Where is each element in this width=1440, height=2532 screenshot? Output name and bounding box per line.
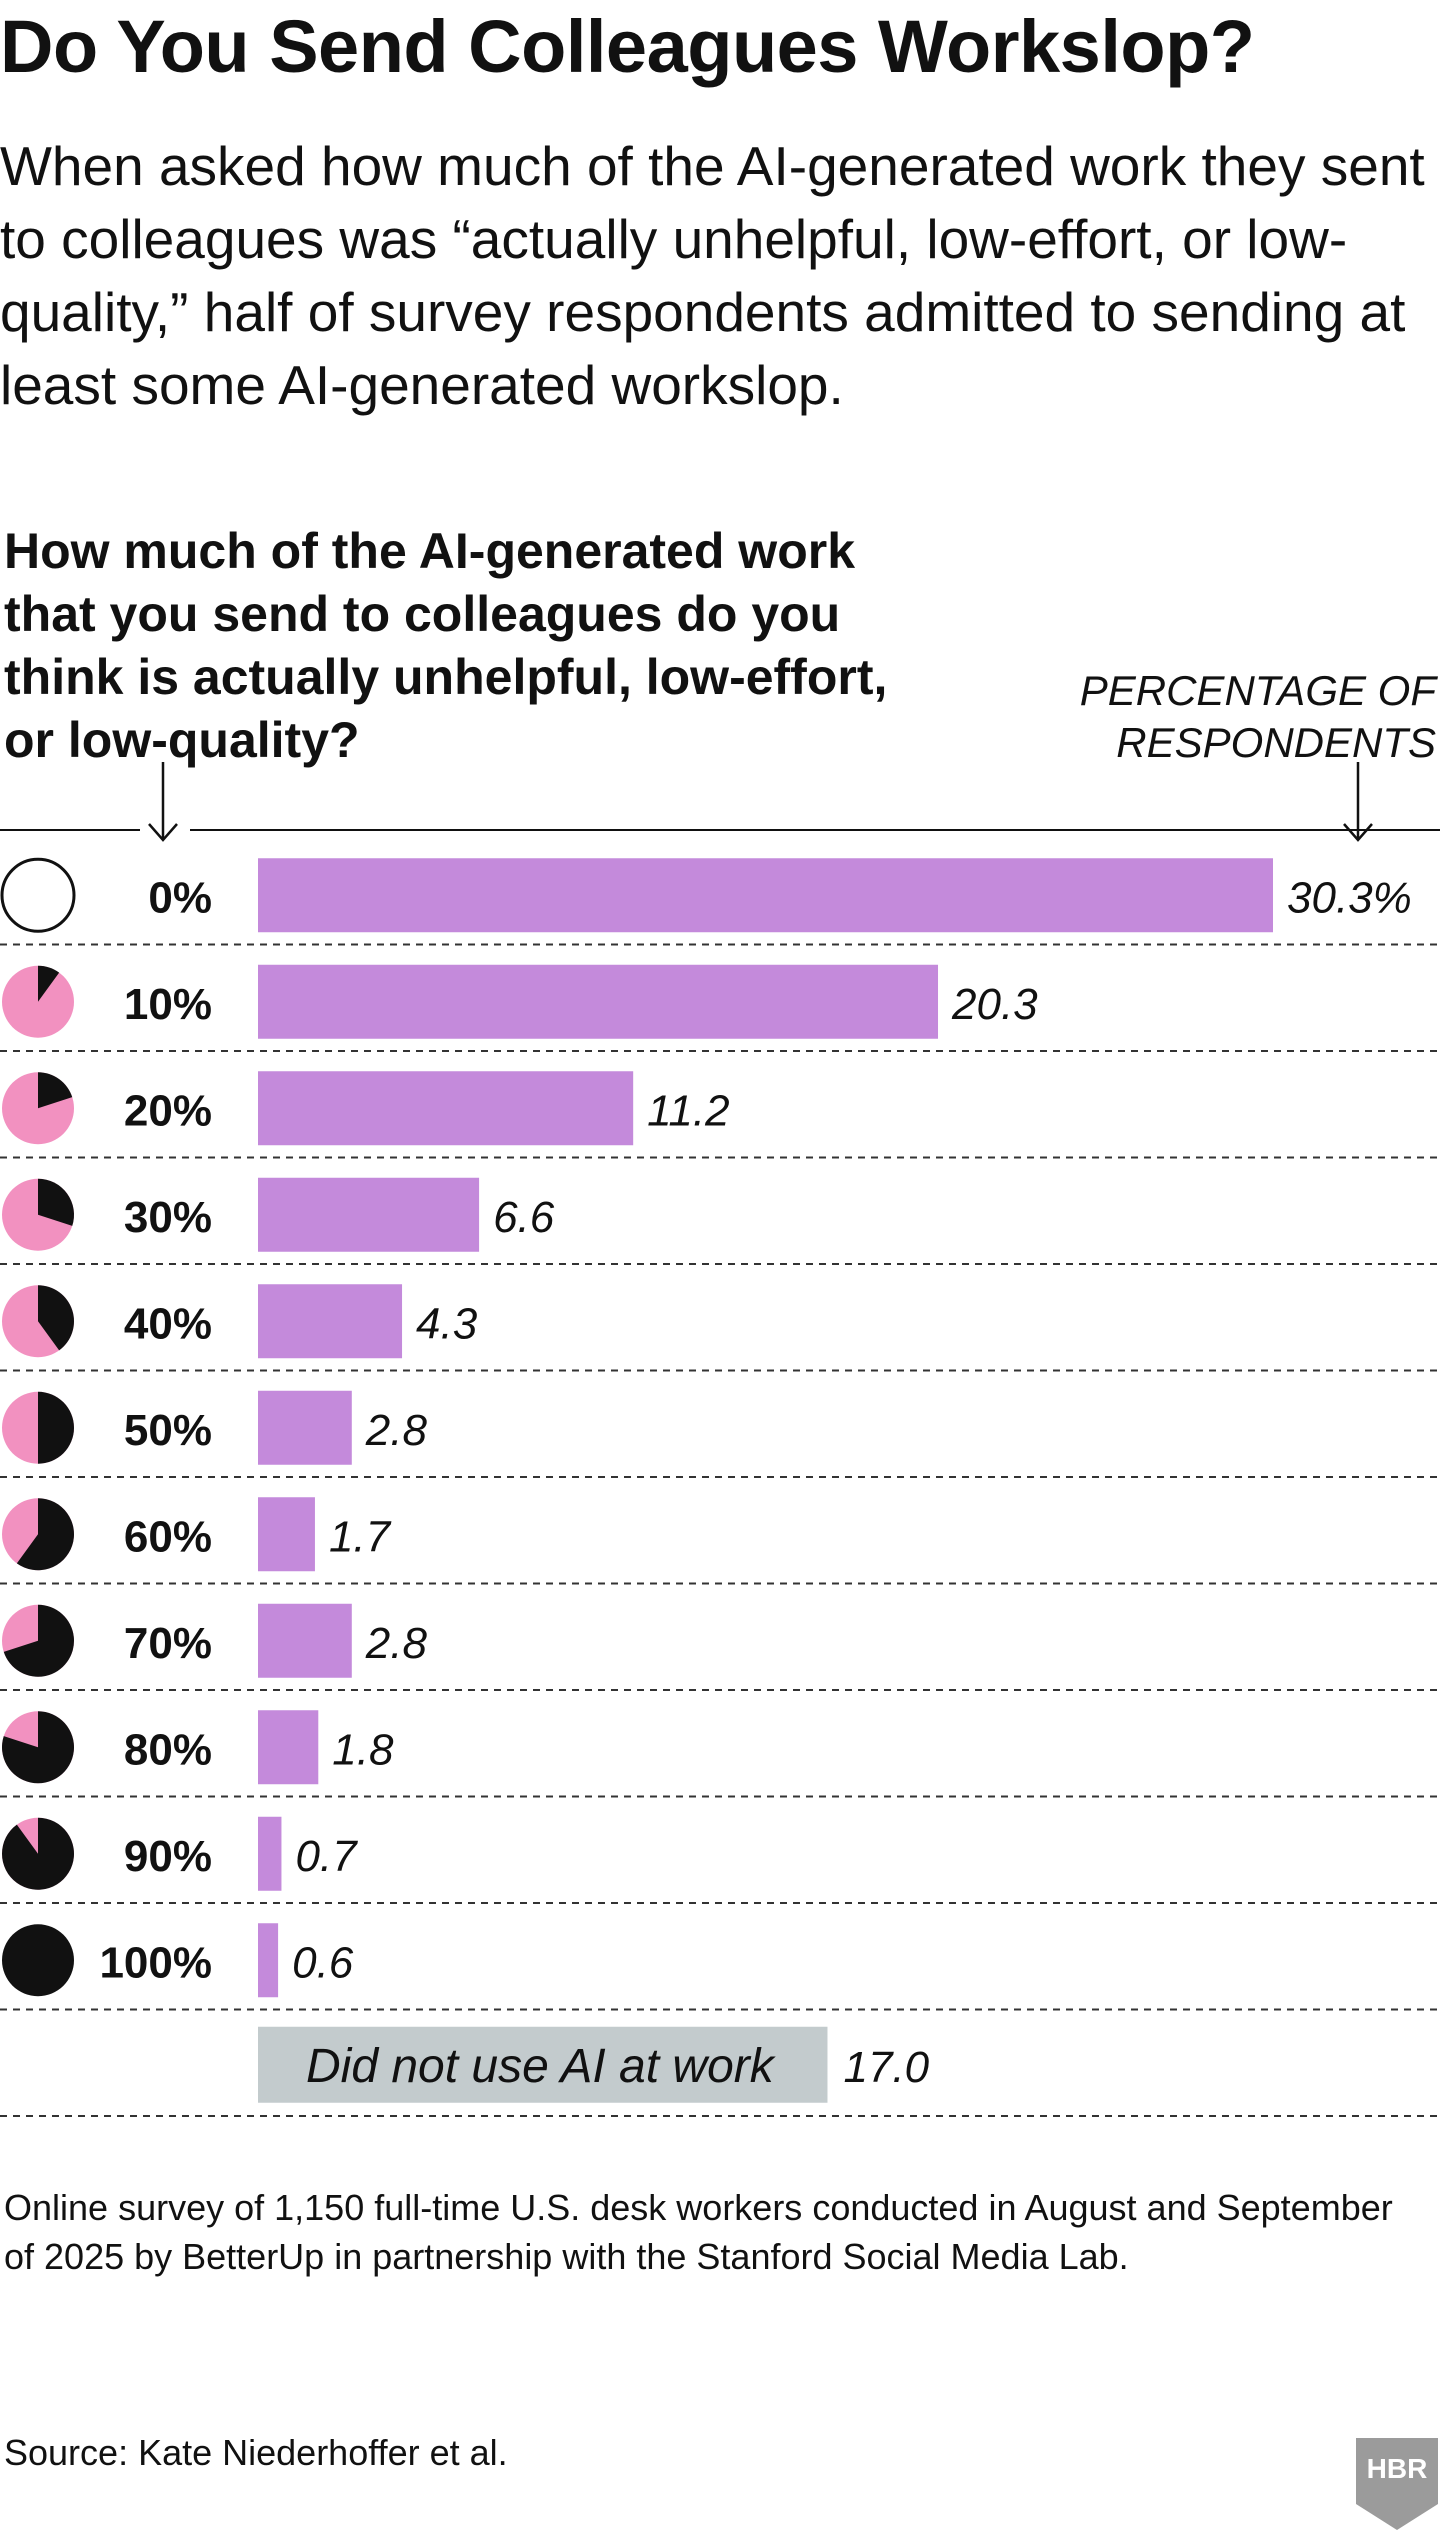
bar-row: 10% 20.3 xyxy=(0,964,1440,1052)
chart-rows: 0% 30.3% 10% 20.3 20% 11.2 30% 6.6 40% 4.3 50% 2.8 6… xyxy=(0,857,1440,1998)
pie-icon xyxy=(2,1391,74,1464)
hbr-logo-text: HBR xyxy=(1367,2453,1428,2484)
value-label: 20.3 xyxy=(951,980,1038,1029)
category-label: 100% xyxy=(99,1938,212,1987)
bar-row: 70% 2.8 xyxy=(0,1603,1440,1691)
pie-slice xyxy=(38,1072,73,1109)
category-label: 80% xyxy=(124,1725,212,1774)
category-label: 40% xyxy=(124,1299,212,1348)
value-label: 1.7 xyxy=(329,1512,392,1561)
extra-bar-label: Did not use AI at work xyxy=(306,2040,777,2093)
value-label: 2.8 xyxy=(365,1619,428,1668)
bar xyxy=(258,858,1273,933)
category-label: 60% xyxy=(124,1512,212,1561)
category-label: 30% xyxy=(124,1193,212,1242)
pie-slice xyxy=(38,1178,74,1226)
pie-icon xyxy=(1,1817,74,1890)
extra-bar xyxy=(258,2026,828,2103)
bar xyxy=(258,1177,480,1252)
category-label: 50% xyxy=(124,1406,212,1455)
pie-icon xyxy=(2,1072,74,1145)
pie-icon xyxy=(2,1498,74,1571)
pie-icon xyxy=(2,1604,74,1677)
pie-icon xyxy=(0,857,76,933)
bar xyxy=(258,1710,319,1785)
pie-icon xyxy=(2,1178,74,1251)
source-line: Source: Kate Niederhoffer et al. xyxy=(4,2432,508,2473)
bar xyxy=(258,1923,279,1998)
bar-chart: 0% 30.3% 10% 20.3 20% 11.2 30% 6.6 40% 4.3 50% 2.8 6… xyxy=(0,762,1440,2117)
pie-slice xyxy=(38,1285,75,1351)
value-label: 30.3% xyxy=(1287,873,1412,922)
value-label: 0.6 xyxy=(292,1938,354,1987)
pie-slice xyxy=(3,1604,74,1677)
category-label: 70% xyxy=(124,1619,212,1668)
hbr-logo: HBR xyxy=(1356,2438,1438,2530)
bar-row: 60% 1.7 xyxy=(0,1497,1440,1585)
pie-slice xyxy=(1,1817,74,1890)
pie-slice xyxy=(1,1711,74,1784)
pie-slice xyxy=(38,1391,74,1464)
category-label: 10% xyxy=(124,980,212,1029)
survey-question: How much of the AI-generated work that y… xyxy=(4,523,888,768)
bar-row: 100% 0.6 xyxy=(2,1923,354,1998)
unit-label: PERCENTAGE OF RESPONDENTS xyxy=(1080,665,1436,769)
bar-row: 40% 4.3 xyxy=(0,1284,1440,1372)
pie-empty xyxy=(0,857,76,933)
bar xyxy=(258,1497,315,1572)
down-arrow-icon xyxy=(148,762,178,842)
methodology-note: Online survey of 1,150 full-time U.S. de… xyxy=(4,2187,1393,2277)
bar xyxy=(258,1603,352,1678)
bar-row: 80% 1.8 xyxy=(0,1710,1440,1798)
bar xyxy=(258,1071,634,1146)
unit-label-line2: RESPONDENTS xyxy=(1116,719,1436,766)
bar-row: 20% 11.2 xyxy=(0,1071,1440,1159)
pie-icon xyxy=(2,965,74,1038)
value-label: 6.6 xyxy=(493,1193,555,1242)
unit-label-line1: PERCENTAGE OF xyxy=(1079,667,1436,714)
pie-icon xyxy=(2,1285,75,1358)
value-label: 2.8 xyxy=(365,1406,428,1455)
value-label: 11.2 xyxy=(647,1086,729,1135)
pie-slice xyxy=(38,965,60,1002)
did-not-use-ai-row: Did not use AI at work 17.0 xyxy=(0,2008,1440,2117)
value-label: 0.7 xyxy=(295,1832,358,1881)
bar xyxy=(258,1390,352,1465)
bar xyxy=(258,964,939,1039)
pie-icon xyxy=(1,1711,74,1784)
value-label: 1.8 xyxy=(332,1725,394,1774)
pie-icon xyxy=(2,1924,74,1997)
pie-full xyxy=(2,1924,74,1997)
pie-slice xyxy=(16,1498,74,1571)
chart-header-rules xyxy=(0,762,1440,842)
value-label: 17.0 xyxy=(843,2043,929,2092)
category-label: 0% xyxy=(148,873,212,922)
bar-row: 90% 0.7 xyxy=(0,1816,1440,1904)
down-arrow-icon xyxy=(1343,762,1373,842)
value-label: 4.3 xyxy=(416,1299,478,1348)
headline: Do You Send Colleagues Workslop? xyxy=(0,5,1255,88)
category-label: 20% xyxy=(124,1086,212,1135)
bar-row: 50% 2.8 xyxy=(0,1390,1440,1478)
bar-row: 0% 30.3% xyxy=(0,857,1440,946)
dek: When asked how much of the AI-generated … xyxy=(0,135,1425,416)
category-label: 90% xyxy=(124,1832,212,1881)
bar xyxy=(258,1816,282,1891)
bar xyxy=(258,1284,403,1359)
bar-row: 30% 6.6 xyxy=(0,1177,1440,1265)
